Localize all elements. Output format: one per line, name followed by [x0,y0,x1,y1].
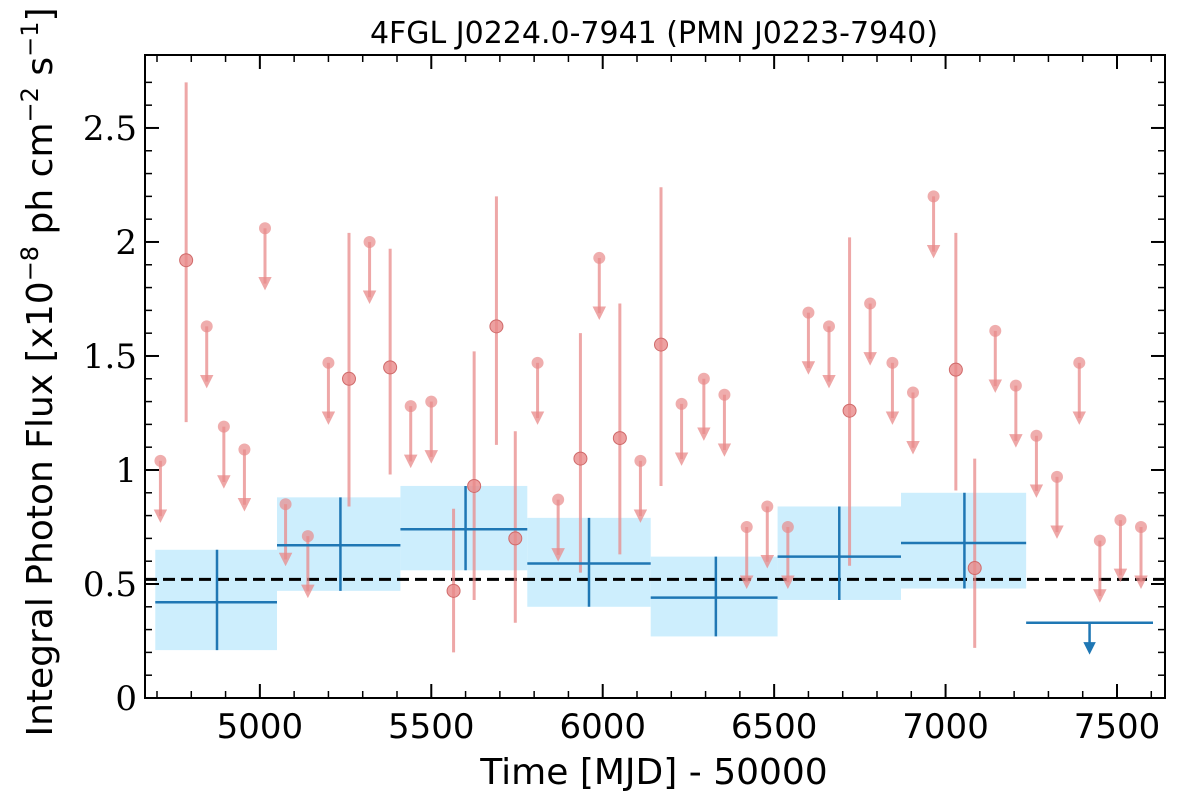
short-upper-limit-point-8 [363,235,376,248]
short-upper-limit-point-3 [238,443,251,456]
long-bin-points [155,485,1153,655]
short-upper-limit-point-15 [675,397,688,410]
x-tick-label-3: 6500 [731,707,818,747]
short-upper-limit-point-12 [552,493,565,506]
y-axis-label-exp2: −2 [16,87,44,122]
short-upper-limit-point-11 [531,356,544,369]
y-axis-label: Integral Photon Flux [x10−8 ph cm−2 s−1] [16,7,61,736]
short-upper-limit-point-30 [1051,470,1063,483]
short-upper-limit-point-13 [593,251,606,264]
y-axis-label-mid: ph cm [20,122,61,245]
short-upper-limit-point-31 [1073,356,1086,369]
y-tick-label-4: 2 [115,223,137,263]
short-upper-limit-point-33 [1114,514,1127,527]
short-detection-point-6 [508,531,523,546]
short-detection-point-4 [467,478,482,493]
short-upper-limit-point-1 [200,320,213,333]
short-upper-limit-point-21 [802,306,815,319]
short-detection-point-10 [842,403,857,418]
short-upper-limit-point-18 [740,520,753,533]
short-upper-limit-point-16 [697,372,710,385]
short-upper-limit-point-26 [927,190,940,203]
short-upper-limit-point-6 [301,530,314,543]
y-axis-label-exp1: −8 [16,246,44,281]
short-upper-limit-point-24 [886,356,899,369]
short-upper-limit-point-20 [781,520,794,533]
short-detection-point-0 [179,253,194,268]
x-axis-label: Time [MJD] - 50000 [479,752,827,793]
short-upper-limit-point-19 [761,500,774,513]
short-upper-limit-point-5 [279,498,292,511]
chart-title: 4FGL J0224.0-7941 (PMN J0223-7940) [370,16,938,51]
short-upper-limit-point-34 [1135,520,1147,533]
x-tick-label-5: 7500 [1074,707,1161,747]
axis-ticks [145,55,1165,699]
short-detection-point-3 [446,583,461,598]
y-axis-label-s: s [20,57,61,87]
y-tick-label-5: 2.5 [83,109,137,149]
x-tick-labels: 5000 5500 6000 6500 7000 7500 [217,707,1161,747]
short-upper-limit-point-32 [1093,534,1106,547]
short-detection-point-9 [654,337,668,352]
short-detection-point-12 [967,561,982,576]
x-tick-label-1: 5500 [388,707,475,747]
y-tick-labels: 0 0.5 1 1.5 2 2.5 [83,109,137,719]
short-detection-point-7 [573,451,588,466]
short-upper-limit-point-2 [217,420,230,433]
short-upper-limit-point-29 [1030,429,1043,442]
short-upper-limit-point-22 [823,320,835,333]
short-upper-limit-point-9 [404,400,417,413]
y-tick-label-3: 1.5 [83,337,137,377]
short-upper-limit-point-28 [1009,379,1022,392]
y-axis-label-end: ] [20,7,61,21]
x-tick-label-0: 5000 [217,707,304,747]
short-upper-limit-point-0 [154,454,167,467]
short-upper-limit-point-27 [989,324,1002,337]
short-upper-limit-point-17 [718,388,731,401]
short-detection-point-8 [612,431,627,446]
short-upper-limit-point-10 [425,395,438,408]
short-detection-point-11 [948,362,963,377]
short-upper-limit-point-23 [864,297,877,310]
short-detection-point-2 [383,360,398,375]
short-bin-points [153,82,1148,653]
short-upper-limit-point-7 [322,356,335,369]
short-upper-limit-point-14 [634,454,647,467]
y-tick-label-1: 0.5 [83,565,137,605]
short-detection-point-5 [489,319,504,334]
x-tick-label-2: 6000 [559,707,646,747]
y-axis-label-exp3: −1 [16,22,44,57]
y-axis-label-main: Integral Photon Flux [x10 [20,281,61,736]
short-upper-limit-point-25 [907,386,919,399]
plot-frame [144,54,1166,699]
y-tick-label-2: 1 [115,451,137,491]
short-detection-point-1 [342,371,356,386]
y-tick-label-0: 0 [115,679,137,719]
short-upper-limit-point-4 [259,222,271,235]
x-tick-label-4: 7000 [902,707,989,747]
